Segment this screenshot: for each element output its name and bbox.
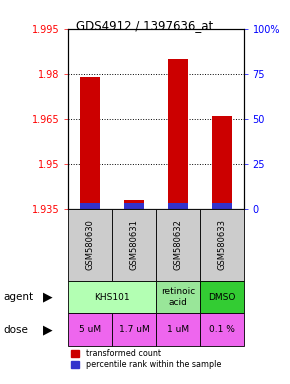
Text: DMSO: DMSO (208, 293, 235, 301)
Bar (68, 281, 156, 313)
Text: dose: dose (3, 325, 28, 335)
Text: 5 uM: 5 uM (79, 325, 101, 334)
Text: 1 uM: 1 uM (167, 325, 189, 334)
Text: ▶: ▶ (43, 291, 53, 303)
Bar (124, 203, 144, 209)
Text: KHS101: KHS101 (94, 293, 130, 301)
Bar (168, 59, 188, 209)
Bar (112, 209, 156, 281)
Text: 0.1 %: 0.1 % (209, 325, 235, 334)
Text: GSM580632: GSM580632 (173, 219, 182, 270)
Bar (168, 203, 188, 209)
Bar (200, 209, 244, 281)
Text: GDS4912 / 1397636_at: GDS4912 / 1397636_at (76, 19, 214, 32)
Bar (68, 209, 112, 281)
Text: GSM580633: GSM580633 (217, 219, 226, 270)
Legend: transformed count, percentile rank within the sample: transformed count, percentile rank withi… (70, 348, 222, 370)
Bar (200, 281, 244, 313)
Text: agent: agent (3, 292, 33, 302)
Bar (68, 313, 112, 346)
Bar (112, 313, 156, 346)
Text: ▶: ▶ (43, 323, 53, 336)
Text: 1.7 uM: 1.7 uM (119, 325, 149, 334)
Bar (80, 203, 100, 209)
Bar (156, 281, 200, 313)
Bar (200, 313, 244, 346)
Text: GSM580630: GSM580630 (86, 219, 95, 270)
Text: retinoic
acid: retinoic acid (161, 287, 195, 307)
Bar (124, 200, 144, 209)
Bar (156, 209, 200, 281)
Bar (212, 203, 231, 209)
Bar (156, 313, 200, 346)
Bar (212, 116, 231, 209)
Bar (80, 77, 100, 209)
Text: GSM580631: GSM580631 (129, 219, 138, 270)
